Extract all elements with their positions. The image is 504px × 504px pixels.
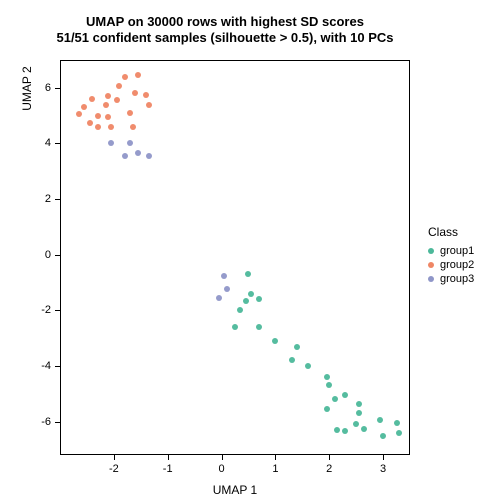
title-line-1: UMAP on 30000 rows with highest SD score… bbox=[40, 14, 410, 30]
y-tick-mark bbox=[55, 310, 60, 311]
legend-swatch bbox=[428, 262, 434, 268]
scatter-point-group2 bbox=[135, 72, 141, 78]
scatter-point-group2 bbox=[89, 96, 95, 102]
y-tick-mark bbox=[55, 88, 60, 89]
scatter-point-group2 bbox=[116, 83, 122, 89]
scatter-point-group2 bbox=[103, 102, 109, 108]
legend-swatch bbox=[428, 248, 434, 254]
scatter-point-group2 bbox=[105, 114, 111, 120]
scatter-point-group3 bbox=[146, 153, 152, 159]
legend-label: group1 bbox=[440, 245, 474, 257]
x-tick-mark bbox=[114, 455, 115, 460]
scatter-point-group2 bbox=[95, 124, 101, 130]
x-tick-mark bbox=[275, 455, 276, 460]
scatter-point-group1 bbox=[305, 363, 311, 369]
x-tick-label: 3 bbox=[380, 463, 386, 475]
x-tick-label: 1 bbox=[272, 463, 278, 475]
y-tick-mark bbox=[55, 366, 60, 367]
x-tick-mark bbox=[222, 455, 223, 460]
y-tick-mark bbox=[55, 422, 60, 423]
scatter-point-group1 bbox=[272, 338, 278, 344]
scatter-point-group3 bbox=[221, 273, 227, 279]
legend-label: group2 bbox=[440, 259, 474, 271]
scatter-point-group3 bbox=[216, 295, 222, 301]
scatter-point-group1 bbox=[353, 421, 359, 427]
scatter-point-group1 bbox=[324, 374, 330, 380]
scatter-point-group2 bbox=[122, 74, 128, 80]
scatter-point-group1 bbox=[245, 271, 251, 277]
scatter-point-group1 bbox=[377, 417, 383, 423]
scatter-point-group1 bbox=[324, 406, 330, 412]
scatter-point-group2 bbox=[81, 104, 87, 110]
scatter-point-group2 bbox=[130, 124, 136, 130]
scatter-point-group1 bbox=[256, 296, 262, 302]
scatter-point-group2 bbox=[127, 110, 133, 116]
scatter-point-group3 bbox=[108, 140, 114, 146]
scatter-point-group1 bbox=[256, 324, 262, 330]
scatter-point-group2 bbox=[114, 97, 120, 103]
y-tick-mark bbox=[55, 199, 60, 200]
y-tick-mark bbox=[55, 255, 60, 256]
scatter-point-group2 bbox=[95, 113, 101, 119]
scatter-point-group1 bbox=[380, 433, 386, 439]
x-tick-label: -1 bbox=[163, 463, 173, 475]
scatter-point-group1 bbox=[334, 427, 340, 433]
y-tick-mark bbox=[55, 143, 60, 144]
y-tick-label: -4 bbox=[21, 360, 51, 372]
y-tick-label: 0 bbox=[21, 249, 51, 261]
scatter-point-group1 bbox=[294, 344, 300, 350]
x-tick-mark bbox=[383, 455, 384, 460]
scatter-point-group1 bbox=[332, 396, 338, 402]
x-tick-label: -2 bbox=[109, 463, 119, 475]
scatter-point-group3 bbox=[127, 140, 133, 146]
legend-item: group3 bbox=[428, 273, 474, 285]
scatter-point-group2 bbox=[76, 111, 82, 117]
legend-item: group2 bbox=[428, 259, 474, 271]
scatter-point-group2 bbox=[132, 90, 138, 96]
plot-area bbox=[60, 60, 410, 455]
scatter-point-group2 bbox=[105, 93, 111, 99]
scatter-point-group1 bbox=[356, 410, 362, 416]
scatter-point-group1 bbox=[237, 307, 243, 313]
scatter-point-group3 bbox=[135, 150, 141, 156]
scatter-point-group1 bbox=[394, 420, 400, 426]
scatter-point-group3 bbox=[224, 286, 230, 292]
scatter-point-group2 bbox=[108, 124, 114, 130]
scatter-point-group1 bbox=[361, 426, 367, 432]
scatter-point-group1 bbox=[289, 357, 295, 363]
x-tick-mark bbox=[329, 455, 330, 460]
y-tick-label: 6 bbox=[21, 82, 51, 94]
scatter-point-group1 bbox=[248, 291, 254, 297]
y-tick-label: 4 bbox=[21, 137, 51, 149]
x-tick-mark bbox=[168, 455, 169, 460]
y-tick-label: -2 bbox=[21, 304, 51, 316]
legend-swatch bbox=[428, 276, 434, 282]
scatter-point-group2 bbox=[87, 120, 93, 126]
scatter-point-group1 bbox=[356, 401, 362, 407]
y-tick-label: -6 bbox=[21, 416, 51, 428]
scatter-point-group1 bbox=[342, 392, 348, 398]
scatter-point-group1 bbox=[232, 324, 238, 330]
scatter-point-group1 bbox=[243, 298, 249, 304]
scatter-point-group1 bbox=[342, 428, 348, 434]
scatter-point-group1 bbox=[396, 430, 402, 436]
legend: Class group1 group2 group3 bbox=[428, 225, 474, 287]
scatter-point-group3 bbox=[122, 153, 128, 159]
legend-label: group3 bbox=[440, 273, 474, 285]
chart-canvas: UMAP on 30000 rows with highest SD score… bbox=[0, 0, 504, 504]
x-tick-label: 0 bbox=[218, 463, 224, 475]
scatter-point-group2 bbox=[143, 92, 149, 98]
y-tick-label: 2 bbox=[21, 193, 51, 205]
scatter-point-group1 bbox=[326, 382, 332, 388]
scatter-point-group2 bbox=[146, 102, 152, 108]
legend-title: Class bbox=[428, 225, 474, 239]
title-line-2: 51/51 confident samples (silhouette > 0.… bbox=[40, 30, 410, 46]
chart-title: UMAP on 30000 rows with highest SD score… bbox=[40, 14, 410, 47]
legend-item: group1 bbox=[428, 245, 474, 257]
x-axis-label: UMAP 1 bbox=[60, 483, 410, 497]
x-tick-label: 2 bbox=[326, 463, 332, 475]
